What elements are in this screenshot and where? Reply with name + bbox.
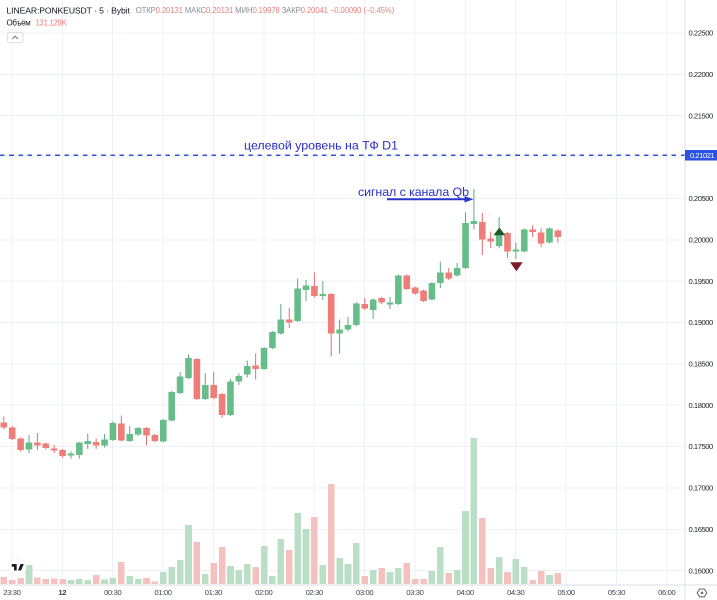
- svg-text:02:30: 02:30: [306, 588, 323, 597]
- svg-text:0.20500: 0.20500: [689, 194, 714, 203]
- svg-text:0.22000: 0.22000: [689, 70, 714, 79]
- svg-text:сигнал с канала Qb: сигнал с канала Qb: [358, 185, 469, 199]
- svg-text:0.19500: 0.19500: [689, 277, 714, 286]
- svg-text:05:30: 05:30: [608, 588, 625, 597]
- svg-text:0.19000: 0.19000: [689, 318, 714, 327]
- svg-text:05:00: 05:00: [557, 588, 574, 597]
- svg-text:01:30: 01:30: [205, 588, 222, 597]
- svg-text:131.129K: 131.129K: [36, 18, 68, 27]
- svg-text:Объём: Объём: [7, 18, 31, 27]
- svg-text:12: 12: [58, 588, 66, 597]
- svg-text:04:00: 04:00: [457, 588, 474, 597]
- svg-text:01:00: 01:00: [154, 588, 171, 597]
- svg-text:0.20000: 0.20000: [689, 235, 714, 244]
- svg-text:06:00: 06:00: [658, 588, 675, 597]
- svg-text:0.21021: 0.21021: [690, 151, 715, 160]
- svg-text:04:30: 04:30: [507, 588, 524, 597]
- svg-text:0.16500: 0.16500: [689, 525, 714, 534]
- svg-text:02:00: 02:00: [255, 588, 272, 597]
- svg-text:03:00: 03:00: [356, 588, 373, 597]
- svg-text:0.16000: 0.16000: [689, 566, 714, 575]
- svg-text:LINEAR:PONKEUSDT · 5 · Bybit: LINEAR:PONKEUSDT · 5 · Bybit: [7, 6, 131, 16]
- svg-text:23:30: 23:30: [3, 588, 20, 597]
- svg-text:0.22500: 0.22500: [689, 29, 714, 38]
- svg-text:0.21500: 0.21500: [689, 111, 714, 120]
- svg-text:0.17000: 0.17000: [689, 484, 714, 493]
- svg-text:целевой уровень на ТФ D1: целевой уровень на ТФ D1: [244, 138, 398, 152]
- svg-text:ОТКР0.20131 МАКС0.20131 МИН0.1: ОТКР0.20131 МАКС0.20131 МИН0.19978 ЗАКР0…: [136, 6, 395, 15]
- svg-text:0.18000: 0.18000: [689, 401, 714, 410]
- svg-text:03:30: 03:30: [406, 588, 423, 597]
- svg-text:0.17500: 0.17500: [689, 442, 714, 451]
- svg-text:0.18500: 0.18500: [689, 360, 714, 369]
- svg-text:00:30: 00:30: [104, 588, 121, 597]
